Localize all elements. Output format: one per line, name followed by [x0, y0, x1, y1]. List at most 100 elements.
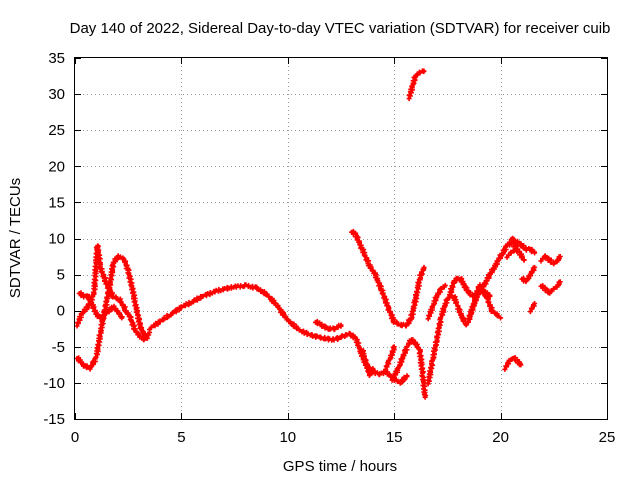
x-tick-label: 25	[599, 429, 616, 446]
data-point	[107, 309, 111, 312]
data-point	[444, 284, 447, 287]
data-point	[99, 266, 102, 269]
data-point	[384, 367, 387, 370]
data-point	[516, 360, 519, 363]
data-point	[505, 244, 509, 247]
data-point	[478, 284, 481, 287]
y-tick-label: 0	[57, 303, 65, 320]
data-point	[410, 316, 413, 320]
series-arc-22	[313, 318, 344, 333]
data-point	[397, 367, 400, 370]
data-point	[486, 298, 489, 302]
data-point	[471, 305, 475, 309]
data-point	[503, 367, 507, 370]
data-point	[80, 313, 83, 316]
data-point	[520, 244, 524, 247]
data-point	[548, 291, 551, 294]
grid-lines	[75, 58, 607, 419]
data-point	[180, 305, 183, 309]
data-point	[148, 327, 151, 330]
y-tick-label: 25	[48, 122, 65, 139]
data-point	[544, 255, 547, 258]
data-point	[405, 323, 409, 327]
data-point	[497, 259, 500, 262]
y-tick-label: 10	[48, 231, 65, 248]
data-point	[329, 338, 332, 341]
data-point	[320, 323, 323, 327]
data-point	[297, 328, 300, 331]
data-point	[103, 313, 107, 316]
data-point	[533, 251, 536, 255]
y-tick-label: -10	[43, 375, 65, 392]
data-point	[201, 295, 204, 298]
data-point	[127, 269, 130, 273]
data-point	[314, 320, 317, 323]
data-point	[368, 374, 371, 377]
data-point	[86, 295, 90, 298]
data-point	[405, 374, 409, 377]
data-point	[495, 313, 498, 316]
series-arc-18	[502, 355, 524, 372]
series-arc-20	[538, 279, 563, 296]
data-point	[456, 305, 460, 309]
data-point	[448, 295, 451, 298]
series-arc-5	[349, 228, 427, 329]
data-point	[467, 291, 470, 294]
data-point	[82, 295, 85, 298]
data-point	[254, 286, 258, 289]
data-point	[529, 273, 532, 276]
data-point	[335, 337, 338, 341]
data-point	[86, 305, 90, 309]
series-arc-19	[527, 301, 538, 315]
x-tick-label: 10	[279, 429, 296, 446]
data-point	[422, 69, 426, 73]
y-tick-label: -15	[43, 411, 65, 428]
data-point	[95, 313, 98, 316]
series-arc-17	[519, 264, 538, 285]
data-point	[399, 381, 402, 385]
data-point	[99, 331, 102, 334]
data-point	[129, 316, 132, 320]
data-point	[378, 373, 381, 376]
data-point	[222, 287, 226, 291]
data-point	[318, 336, 321, 339]
data-point	[556, 259, 560, 262]
data-point	[105, 284, 109, 287]
data-point	[144, 338, 147, 341]
data-point	[131, 287, 134, 291]
series-arc-9	[383, 344, 397, 372]
data-point	[539, 259, 543, 262]
data-point	[333, 327, 336, 330]
data-point	[393, 345, 396, 348]
data-point	[348, 332, 351, 335]
data-point	[387, 360, 391, 363]
data-point	[512, 244, 515, 247]
data-point	[354, 233, 358, 237]
data-point	[93, 291, 96, 294]
data-point	[539, 284, 543, 287]
data-point	[361, 248, 364, 251]
data-point	[401, 356, 404, 359]
x-tick-label: 5	[177, 429, 185, 446]
data-point	[393, 320, 396, 323]
data-point	[516, 240, 519, 244]
data-point	[96, 244, 99, 247]
x-tick-label: 0	[71, 429, 79, 446]
data-point	[439, 316, 443, 320]
series-arc-15	[504, 246, 527, 263]
data-point	[365, 363, 368, 367]
data-point	[465, 323, 468, 327]
data-point	[520, 277, 524, 280]
chart-title: Day 140 of 2022, Sidereal Day-to-day VTE…	[70, 20, 611, 37]
data-point	[446, 298, 449, 302]
data-point	[463, 284, 466, 287]
series-arc-2	[74, 243, 153, 343]
data-point	[423, 396, 427, 399]
data-point	[548, 259, 551, 262]
data-point	[533, 302, 536, 305]
data-point	[124, 309, 128, 312]
y-tick-label: 15	[48, 194, 65, 211]
data-point	[452, 295, 455, 298]
plot-frame	[74, 57, 608, 420]
